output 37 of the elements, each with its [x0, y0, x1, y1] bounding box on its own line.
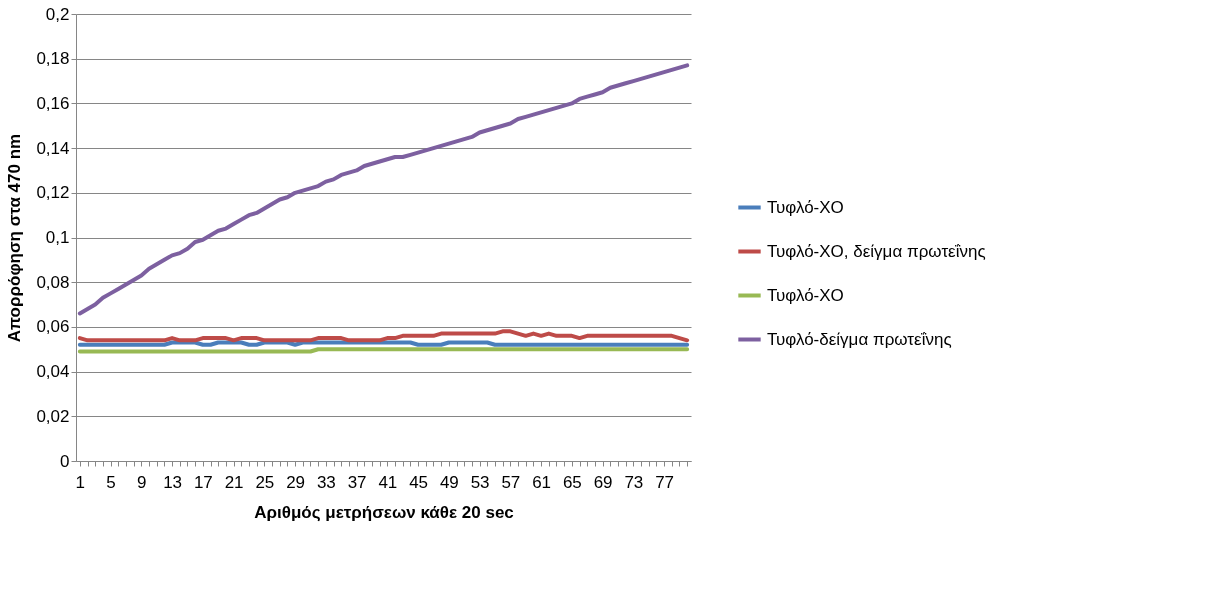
x-tick-label: 69: [593, 472, 613, 492]
x-tick-label: 1: [75, 472, 86, 492]
y-tick-label: 0,18: [36, 49, 70, 69]
y-tick-label: 0,1: [45, 228, 70, 247]
x-tick-label: 17: [193, 472, 213, 492]
x-tick-label: 53: [470, 472, 490, 492]
x-tick-label: 9: [137, 472, 147, 492]
x-tick-label: 65: [562, 472, 582, 492]
x-tick-label: 13: [163, 472, 183, 492]
x-tick-label: 5: [106, 472, 116, 492]
legend-label: Τυφλό-ΧΟ: [767, 285, 844, 305]
x-tick-label: 61: [532, 472, 552, 492]
y-tick-label: 0,2: [45, 4, 70, 24]
y-tick-label: 0,16: [36, 93, 70, 113]
x-tick-label: 41: [378, 472, 398, 492]
legend-label: Τυφλό-ΧΟ, δείγμα πρωτεΐνης: [767, 241, 986, 261]
y-axis-title: Απορρόφηση στα 470 nm: [5, 133, 25, 343]
x-tick-label: 73: [624, 472, 644, 492]
x-tick-label: 21: [224, 472, 244, 492]
x-tick-label: 49: [439, 472, 459, 492]
y-tick-label: 0,06: [36, 317, 70, 337]
legend-label: Τυφλό-ΧΟ: [767, 197, 844, 217]
y-tick-label: 0,14: [36, 138, 70, 158]
legend-label: Τυφλό-δείγμα πρωτεΐνης: [767, 329, 952, 349]
y-tick-label: 0: [60, 451, 70, 471]
x-tick-label: 57: [501, 472, 521, 492]
x-tick-label: 45: [409, 472, 429, 492]
x-tick-label: 25: [255, 472, 275, 492]
x-axis-title: Αριθμός μετρήσεων κάθε 20 sec: [254, 502, 514, 522]
y-tick-label: 0,08: [36, 272, 70, 292]
x-tick-label: 33: [316, 472, 336, 492]
x-tick-label: 37: [347, 472, 367, 492]
y-tick-label: 0,12: [36, 183, 70, 203]
x-tick-label: 29: [286, 472, 306, 492]
y-tick-label: 0,02: [36, 406, 70, 426]
y-tick-label: 0,04: [36, 362, 70, 382]
x-tick-label: 77: [655, 472, 675, 492]
